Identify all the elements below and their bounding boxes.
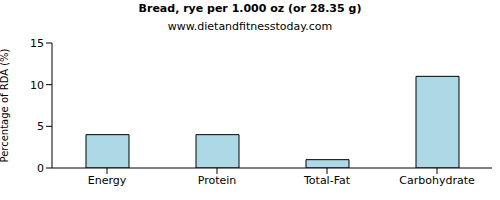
- html-text:Bread, rye per 1.000 oz (or 28: Bread, rye per 1.000 oz (or 28.35 g): [138, 2, 362, 15]
- svg-text:Carbohydrate: Carbohydrate: [399, 174, 475, 187]
- svg-text:Total-Fat: Total-Fat: [303, 174, 351, 187]
- svg-text:Percentage of RDA (%): Percentage of RDA (%): [8, 48, 10, 162]
- svg-text:15: 15: [30, 37, 44, 50]
- svg-text:Protein: Protein: [198, 174, 237, 187]
- svg-text:Energy: Energy: [88, 174, 127, 187]
- svg-text:0: 0: [37, 162, 44, 175]
- svg-text:10: 10: [30, 79, 44, 92]
- svg-text:5: 5: [37, 120, 44, 133]
- html-text:www.dietandfitnesstoday.com: www.dietandfitnesstoday.com: [167, 20, 333, 33]
